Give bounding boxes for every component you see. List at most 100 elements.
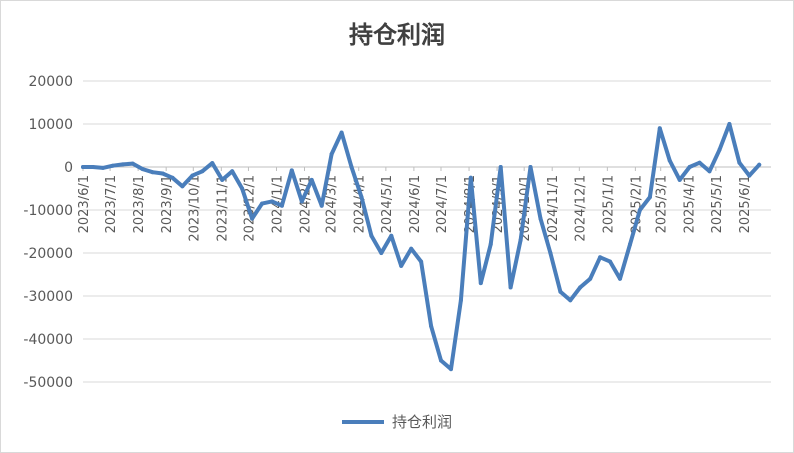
data-point xyxy=(458,298,463,303)
series-line xyxy=(81,122,762,372)
data-point xyxy=(578,285,583,290)
y-tick-label: 10000 xyxy=(28,117,73,133)
data-point xyxy=(289,168,294,173)
data-point xyxy=(250,216,255,221)
x-tick-label: 2023/9/1 xyxy=(160,175,175,233)
data-point xyxy=(81,165,85,169)
x-tick-label: 2024/5/1 xyxy=(380,175,395,233)
y-tick-label: -30000 xyxy=(23,289,73,305)
data-point xyxy=(628,242,632,247)
data-point xyxy=(608,259,613,264)
data-point xyxy=(220,177,225,182)
data-point xyxy=(339,130,344,135)
x-tick-label: 2025/5/1 xyxy=(710,175,725,233)
x-tick-label: 2023/11/1 xyxy=(215,175,230,242)
data-point xyxy=(697,160,702,165)
data-point xyxy=(90,165,95,169)
data-point xyxy=(657,126,662,131)
data-point xyxy=(598,255,603,260)
data-point xyxy=(130,161,135,166)
data-point xyxy=(150,170,155,175)
x-tick-label: 2023/7/1 xyxy=(104,175,119,233)
data-point xyxy=(110,163,115,168)
data-point xyxy=(677,177,682,182)
data-point xyxy=(210,161,215,166)
y-axis-ticks: 20000 10000 0 -10000 -20000 -30000 -40000 -5000… xyxy=(23,74,73,391)
data-point xyxy=(279,203,284,208)
x-tick-label: 2024/11/1 xyxy=(546,175,561,242)
series-layer xyxy=(81,122,762,372)
x-tick-label: 2024/4/1 xyxy=(353,175,368,233)
data-point xyxy=(419,259,424,264)
data-point xyxy=(568,298,573,303)
data-point xyxy=(449,367,453,372)
data-point xyxy=(299,199,304,204)
chart-title: 持仓利润 xyxy=(349,21,445,49)
data-point xyxy=(359,195,364,200)
x-tick-label: 2023/10/1 xyxy=(187,175,202,242)
y-tick-label: -20000 xyxy=(23,246,73,262)
y-tick-label: 20000 xyxy=(28,74,73,90)
data-point xyxy=(667,158,672,163)
data-point xyxy=(488,242,493,247)
data-point xyxy=(270,199,274,204)
data-point xyxy=(727,122,732,126)
y-tick-label: -10000 xyxy=(23,203,73,219)
data-point xyxy=(498,165,503,169)
legend-label: 持仓利润 xyxy=(391,413,452,431)
data-point xyxy=(588,276,593,281)
x-tick-label: 2023/6/1 xyxy=(77,175,92,233)
data-point xyxy=(528,165,533,169)
data-point xyxy=(538,216,543,221)
data-point xyxy=(399,263,404,268)
data-point xyxy=(379,251,384,255)
data-point xyxy=(468,175,473,180)
data-point xyxy=(707,169,712,174)
data-point xyxy=(478,281,483,286)
data-point xyxy=(329,152,334,157)
x-tick-label: 2024/7/1 xyxy=(435,175,450,233)
data-point xyxy=(647,195,652,200)
data-point xyxy=(160,171,165,176)
x-tick-label: 2025/4/1 xyxy=(683,175,698,233)
data-point xyxy=(757,162,762,167)
data-point xyxy=(389,233,394,238)
data-point xyxy=(319,203,324,208)
data-point xyxy=(508,285,513,290)
data-point xyxy=(737,160,742,165)
data-point xyxy=(349,165,354,169)
data-point xyxy=(429,324,434,329)
data-point xyxy=(439,358,443,363)
x-tick-label: 2025/3/1 xyxy=(655,175,670,233)
x-tick-label: 2025/6/1 xyxy=(738,175,753,233)
data-point xyxy=(140,167,145,172)
data-point xyxy=(190,173,195,178)
data-point xyxy=(170,175,175,180)
data-point xyxy=(120,162,125,167)
y-tick-label: 0 xyxy=(64,160,73,176)
data-point xyxy=(409,246,414,251)
data-point xyxy=(548,251,553,255)
data-point xyxy=(309,177,314,182)
y-tick-label: -50000 xyxy=(23,375,73,391)
x-tick-label: 2025/1/1 xyxy=(601,175,616,233)
data-point xyxy=(717,147,722,152)
data-point xyxy=(100,165,105,170)
data-point xyxy=(558,289,563,294)
data-point xyxy=(180,184,185,189)
data-point xyxy=(200,169,205,174)
x-tick-label: 2024/2/1 xyxy=(298,175,313,233)
legend: 持仓利润 xyxy=(1,411,793,432)
x-tick-label: 2024/3/1 xyxy=(325,175,340,233)
data-point xyxy=(747,173,752,178)
legend-swatch xyxy=(341,419,384,424)
data-point xyxy=(518,238,523,243)
x-tick-label: 2024/12/1 xyxy=(573,175,588,242)
data-point xyxy=(637,208,642,212)
data-point xyxy=(618,276,622,281)
x-tick-label: 2023/8/1 xyxy=(132,175,147,233)
data-point xyxy=(240,186,245,191)
x-tick-label: 2024/6/1 xyxy=(408,175,423,233)
